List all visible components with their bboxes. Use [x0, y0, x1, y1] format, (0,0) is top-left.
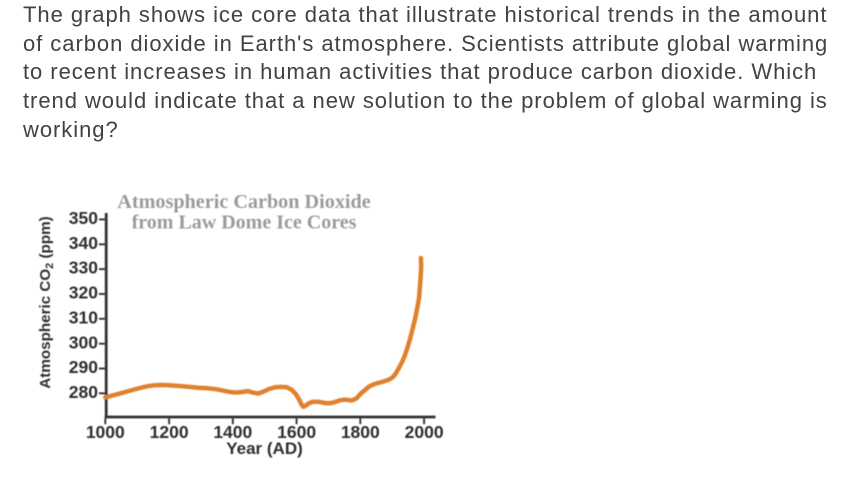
svg-text:Atmospheric CO2 (ppm): Atmospheric CO2 (ppm) — [37, 216, 56, 388]
svg-text:1400: 1400 — [213, 422, 252, 442]
svg-text:350: 350 — [69, 208, 98, 228]
svg-text:Year (AD): Year (AD) — [226, 439, 303, 458]
svg-text:330: 330 — [69, 258, 98, 278]
svg-text:280: 280 — [69, 382, 98, 402]
svg-text:1600: 1600 — [277, 422, 316, 442]
svg-text:2000: 2000 — [405, 422, 444, 442]
svg-text:1800: 1800 — [341, 422, 380, 442]
svg-text:290: 290 — [69, 357, 98, 377]
svg-text:320: 320 — [69, 283, 98, 303]
svg-text:from Law Dome Ice Cores: from Law Dome Ice Cores — [132, 212, 357, 234]
svg-text:1000: 1000 — [86, 422, 125, 442]
svg-text:300: 300 — [69, 332, 98, 352]
svg-text:340: 340 — [69, 233, 98, 253]
svg-text:310: 310 — [69, 307, 98, 327]
svg-text:Atmospheric Carbon Dioxide: Atmospheric Carbon Dioxide — [117, 191, 370, 213]
svg-text:1200: 1200 — [150, 422, 189, 442]
